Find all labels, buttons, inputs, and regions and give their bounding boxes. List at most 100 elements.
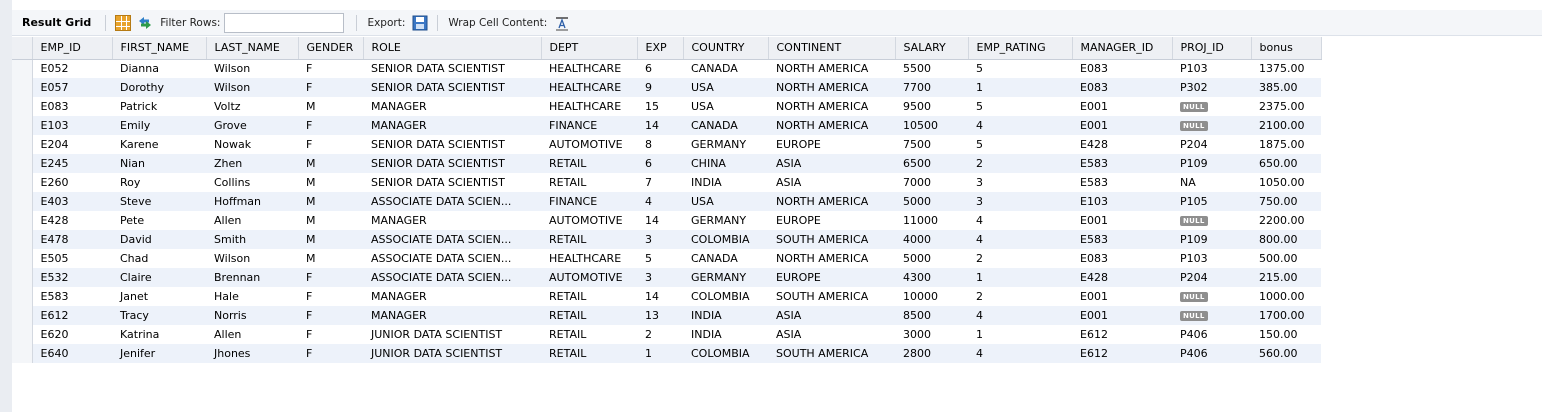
table-cell[interactable]: E057 — [32, 78, 112, 97]
table-cell[interactable]: 1 — [637, 344, 683, 363]
table-cell[interactable]: NA — [1172, 173, 1251, 192]
table-row[interactable]: E103 Emily Grove F MANAGER FINANCE 14 CANADA NOR… — [12, 116, 1321, 135]
table-cell[interactable]: COLOMBIA — [683, 287, 768, 306]
row-selector[interactable] — [12, 116, 33, 135]
table-cell[interactable]: NORTH AMERICA — [768, 78, 895, 97]
column-header-dept[interactable]: DEPT — [541, 37, 638, 60]
column-header-gender[interactable]: GENDER — [298, 37, 364, 60]
table-cell[interactable]: MANAGER — [363, 306, 541, 325]
table-cell[interactable]: F — [298, 78, 363, 97]
filter-rows-input[interactable] — [224, 12, 345, 33]
table-cell[interactable]: Nian — [112, 154, 206, 173]
table-cell[interactable]: M — [298, 249, 363, 268]
table-cell[interactable]: Tracy — [112, 306, 206, 325]
table-cell[interactable]: M — [298, 173, 363, 192]
table-cell[interactable]: NORTH AMERICA — [768, 59, 895, 78]
table-cell[interactable]: E640 — [32, 344, 112, 363]
table-cell[interactable]: 4 — [968, 306, 1072, 325]
table-cell[interactable]: Voltz — [206, 97, 298, 116]
table-row[interactable]: E403 Steve Hoffman M ASSOCIATE DATA SCIEN...… — [12, 192, 1321, 211]
table-cell[interactable]: E612 — [32, 306, 112, 325]
table-cell[interactable]: GERMANY — [683, 268, 768, 287]
table-cell[interactable]: NULL — [1172, 116, 1251, 135]
table-cell[interactable]: SENIOR DATA SCIENTIST — [363, 59, 541, 78]
table-row[interactable]: E505 Chad Wilson M ASSOCIATE DATA SCIEN... HE… — [12, 249, 1321, 268]
table-cell[interactable]: CANADA — [683, 116, 768, 135]
table-cell[interactable]: HEALTHCARE — [541, 97, 637, 116]
column-header-country[interactable]: COUNTRY — [683, 37, 769, 60]
table-cell[interactable]: ASIA — [768, 173, 895, 192]
table-cell[interactable]: E532 — [32, 268, 112, 287]
table-row[interactable]: E640 Jenifer Jhones F JUNIOR DATA SCIENTIST R… — [12, 344, 1321, 363]
table-cell[interactable]: E583 — [1072, 173, 1172, 192]
table-cell[interactable]: Brennan — [206, 268, 298, 287]
table-cell[interactable]: Norris — [206, 306, 298, 325]
table-cell[interactable]: Zhen — [206, 154, 298, 173]
table-cell[interactable]: 1875.00 — [1251, 135, 1321, 154]
table-cell[interactable]: 800.00 — [1251, 230, 1321, 249]
table-cell[interactable]: Nowak — [206, 135, 298, 154]
table-cell[interactable]: 3 — [968, 173, 1072, 192]
table-cell[interactable]: RETAIL — [541, 230, 637, 249]
row-selector[interactable] — [12, 78, 33, 97]
row-selector[interactable] — [12, 192, 33, 211]
table-cell[interactable]: SOUTH AMERICA — [768, 344, 895, 363]
row-selector[interactable] — [12, 154, 33, 173]
table-cell[interactable]: 9 — [637, 78, 683, 97]
result-grid-tab[interactable]: Result Grid — [22, 16, 92, 29]
row-selector[interactable] — [12, 211, 33, 230]
table-cell[interactable]: 5 — [968, 59, 1072, 78]
row-selector[interactable] — [12, 59, 33, 78]
table-cell[interactable]: P406 — [1172, 325, 1251, 344]
table-cell[interactable]: 9500 — [895, 97, 968, 116]
column-header-bonus[interactable]: bonus — [1251, 37, 1322, 60]
column-header-emp-id[interactable]: EMP_ID — [32, 37, 113, 60]
table-cell[interactable]: INDIA — [683, 306, 768, 325]
table-cell[interactable]: 14 — [637, 116, 683, 135]
table-cell[interactable]: F — [298, 268, 363, 287]
table-cell[interactable]: 10500 — [895, 116, 968, 135]
column-header-proj-id[interactable]: PROJ_ID — [1172, 37, 1252, 60]
table-cell[interactable]: Jhones — [206, 344, 298, 363]
table-cell[interactable]: 4 — [968, 116, 1072, 135]
row-selector[interactable] — [12, 230, 33, 249]
table-cell[interactable]: E505 — [32, 249, 112, 268]
table-cell[interactable]: COLOMBIA — [683, 344, 768, 363]
table-row[interactable]: E532 Claire Brennan F ASSOCIATE DATA SCIEN..… — [12, 268, 1321, 287]
table-row[interactable]: E583 Janet Hale F MANAGER RETAIL 14 COLOMBIA SOU… — [12, 287, 1321, 306]
table-cell[interactable]: E103 — [32, 116, 112, 135]
table-cell[interactable]: E245 — [32, 154, 112, 173]
table-row[interactable]: E245 Nian Zhen M SENIOR DATA SCIENTIST RETAIL… — [12, 154, 1321, 173]
table-cell[interactable]: Wilson — [206, 59, 298, 78]
table-cell[interactable]: 4300 — [895, 268, 968, 287]
table-cell[interactable]: E083 — [1072, 78, 1172, 97]
table-cell[interactable]: P103 — [1172, 59, 1251, 78]
table-cell[interactable]: Karene — [112, 135, 206, 154]
table-cell[interactable]: E001 — [1072, 287, 1172, 306]
table-cell[interactable]: M — [298, 192, 363, 211]
column-header-emp-rating[interactable]: EMP_RATING — [968, 37, 1073, 60]
table-cell[interactable]: Katrina — [112, 325, 206, 344]
table-cell[interactable]: E001 — [1072, 116, 1172, 135]
table-cell[interactable]: COLOMBIA — [683, 230, 768, 249]
export-icon[interactable] — [412, 15, 428, 31]
table-cell[interactable]: Patrick — [112, 97, 206, 116]
table-cell[interactable]: 13 — [637, 306, 683, 325]
table-cell[interactable]: NORTH AMERICA — [768, 249, 895, 268]
column-header-continent[interactable]: CONTINENT — [768, 37, 896, 60]
table-cell[interactable]: P109 — [1172, 230, 1251, 249]
table-cell[interactable]: HEALTHCARE — [541, 249, 637, 268]
table-cell[interactable]: 1 — [968, 78, 1072, 97]
table-cell[interactable]: 10000 — [895, 287, 968, 306]
table-cell[interactable]: MANAGER — [363, 116, 541, 135]
table-cell[interactable]: RETAIL — [541, 154, 637, 173]
table-cell[interactable]: M — [298, 230, 363, 249]
table-cell[interactable]: E083 — [32, 97, 112, 116]
table-cell[interactable]: 1 — [968, 268, 1072, 287]
table-cell[interactable]: Claire — [112, 268, 206, 287]
table-cell[interactable]: 14 — [637, 211, 683, 230]
table-cell[interactable]: M — [298, 154, 363, 173]
row-selector-header[interactable] — [12, 37, 33, 60]
table-cell[interactable]: F — [298, 116, 363, 135]
table-cell[interactable]: Dianna — [112, 59, 206, 78]
